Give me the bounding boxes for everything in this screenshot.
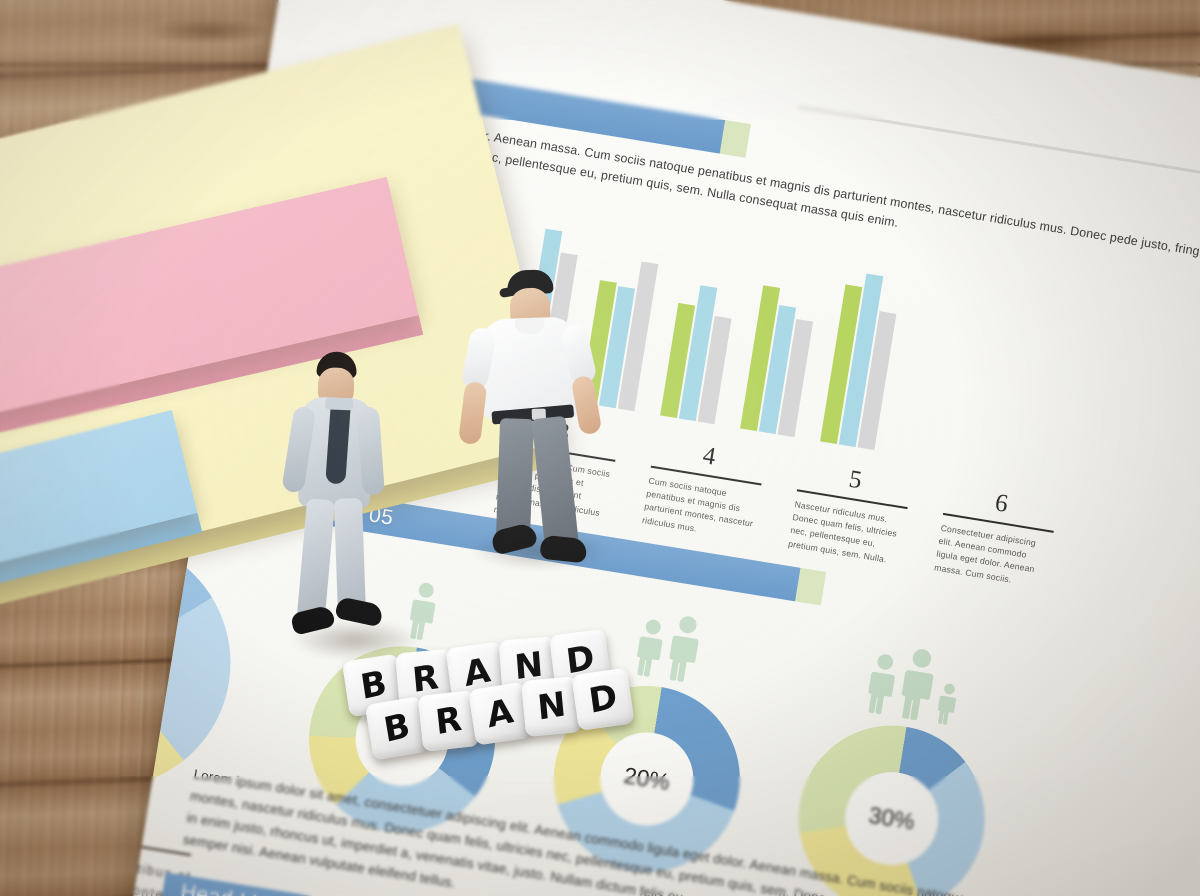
- donut-charts-row: 33%20%30%: [288, 551, 1018, 896]
- person-pictogram-icon: [896, 645, 940, 722]
- donut-pictogram-group: [863, 639, 964, 727]
- donut-chart-cell: 30%: [778, 630, 1018, 896]
- donut-pictogram-group: [405, 564, 442, 641]
- infographic-report-sheet: ead Line 04 an commodo ligula eget dolor…: [101, 0, 1200, 896]
- donut-chart-cell: 33%: [288, 551, 528, 848]
- donut-pictogram-group: [632, 601, 705, 684]
- person-pictogram-icon: [863, 652, 900, 716]
- person-pictogram-icon: [405, 580, 440, 641]
- person-pictogram-icon: [632, 617, 667, 678]
- donut-chart-cell: 20%: [533, 590, 773, 887]
- person-pictogram-icon: [934, 682, 959, 726]
- person-pictogram-icon: [664, 614, 704, 685]
